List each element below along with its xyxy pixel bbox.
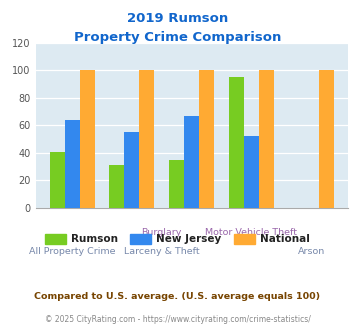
Text: Arson: Arson: [297, 248, 325, 256]
Bar: [109, 165, 125, 208]
Bar: [199, 70, 214, 208]
Bar: [65, 120, 80, 208]
Bar: [80, 70, 94, 208]
Bar: [169, 160, 184, 208]
Text: Larceny & Theft: Larceny & Theft: [124, 248, 200, 256]
Text: 2019 Rumson: 2019 Rumson: [127, 12, 228, 24]
Bar: [184, 116, 199, 208]
Bar: [140, 70, 154, 208]
Bar: [229, 77, 244, 208]
Text: Burglary: Burglary: [142, 228, 182, 237]
Bar: [244, 136, 259, 208]
Text: All Property Crime: All Property Crime: [29, 248, 115, 256]
Text: Property Crime Comparison: Property Crime Comparison: [74, 31, 281, 44]
Bar: [125, 132, 140, 208]
Bar: [319, 70, 334, 208]
Text: Compared to U.S. average. (U.S. average equals 100): Compared to U.S. average. (U.S. average …: [34, 292, 321, 301]
Text: © 2025 CityRating.com - https://www.cityrating.com/crime-statistics/: © 2025 CityRating.com - https://www.city…: [45, 315, 310, 324]
Bar: [259, 70, 274, 208]
Bar: [50, 151, 65, 208]
Text: Motor Vehicle Theft: Motor Vehicle Theft: [206, 228, 297, 237]
Legend: Rumson, New Jersey, National: Rumson, New Jersey, National: [41, 230, 314, 248]
